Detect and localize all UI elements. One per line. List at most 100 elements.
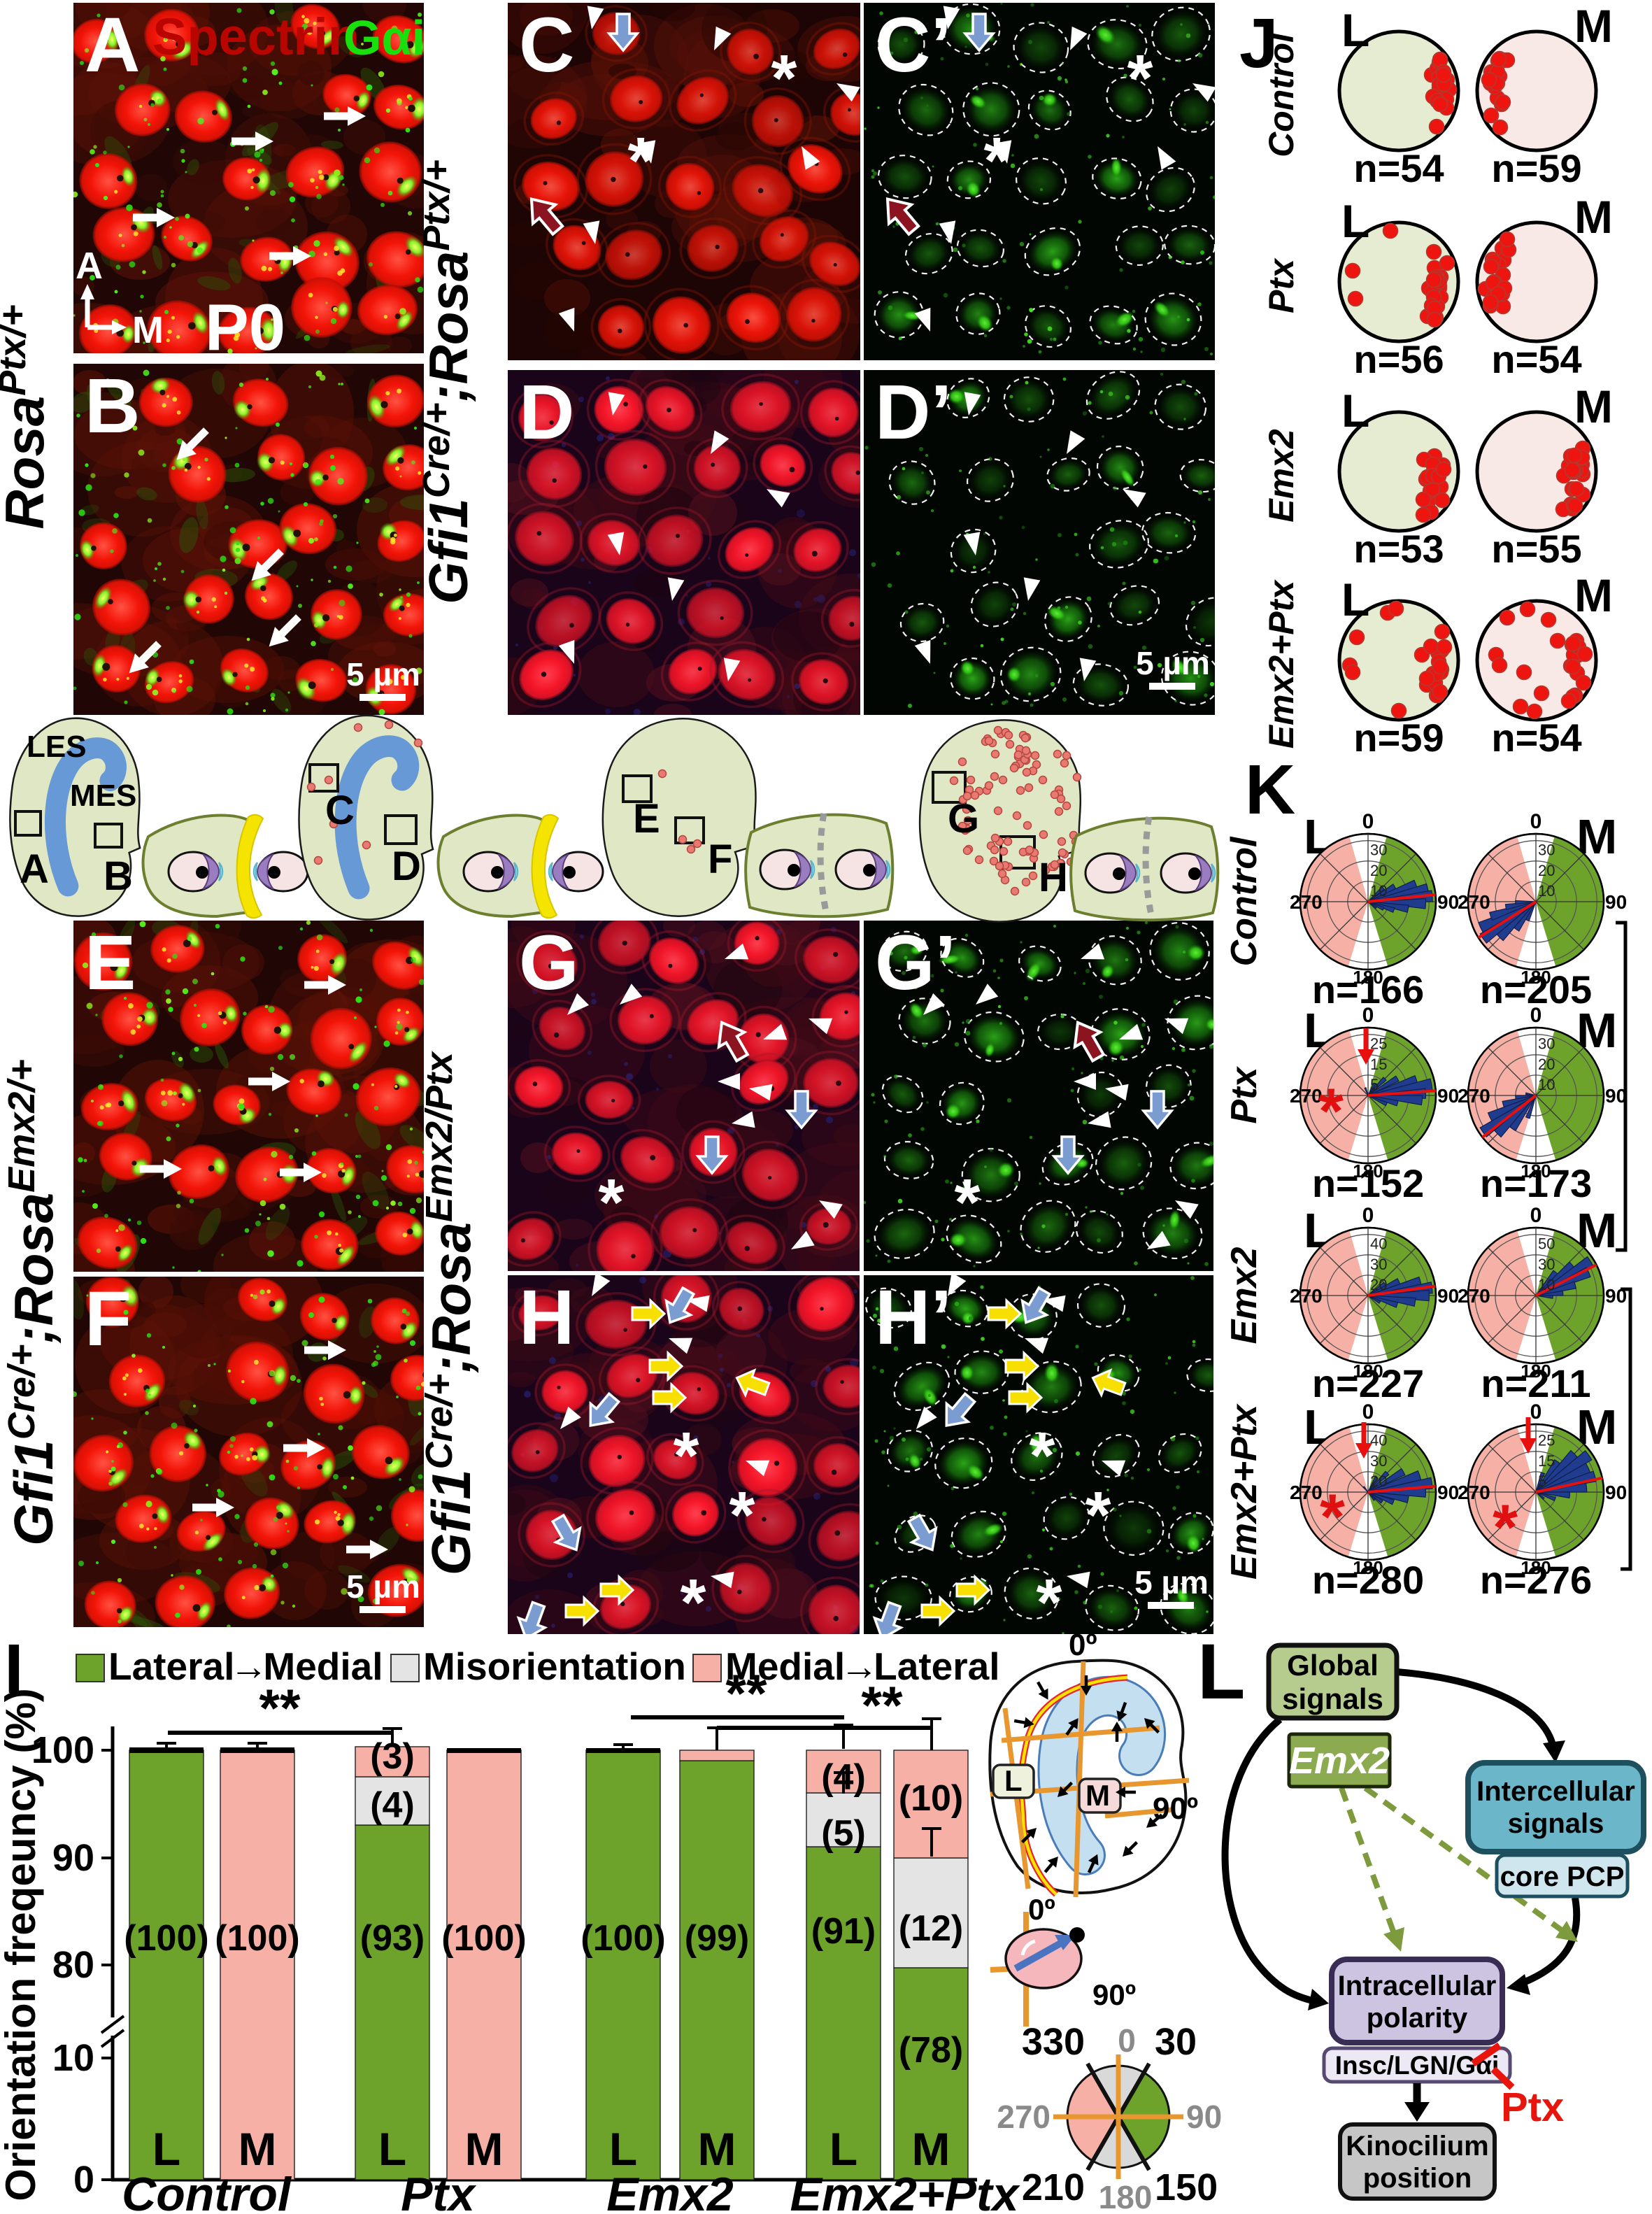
svg-text:40: 40 [1370,1235,1387,1253]
svg-text:**: ** [725,1664,767,1724]
svg-text:90: 90 [1186,2099,1222,2135]
svg-text:**: ** [861,1676,903,1736]
svg-text:Orientation freqeuncy (%): Orientation freqeuncy (%) [0,1688,44,2201]
svg-text:n=59: n=59 [1353,716,1444,760]
svg-text:Gfi1Cre/+​;RosaEmx2/Ptx​: Gfi1Cre/+​;RosaEmx2/Ptx​ [418,1051,482,1575]
svg-text:10: 10 [52,2037,94,2079]
svg-text:0: 0 [1530,1400,1542,1424]
svg-text:(78): (78) [899,2030,963,2071]
svg-text:C: C [325,788,355,833]
svg-text:n=53: n=53 [1353,527,1444,571]
svg-text:0: 0 [1118,2022,1136,2059]
svg-text:(4): (4) [370,1785,415,1826]
svg-text:10: 10 [1538,882,1555,900]
svg-text:15: 15 [1370,1056,1387,1073]
svg-text:D: D [519,369,574,455]
svg-text:270: 270 [1458,1285,1490,1307]
svg-text:50: 50 [1538,1235,1555,1253]
svg-text:L: L [1341,385,1369,437]
svg-text:RosaPtx/+​: RosaPtx/+​ [0,304,55,529]
svg-text:5: 5 [1538,1473,1546,1490]
svg-text:H’: H’ [875,1275,952,1361]
svg-text:180: 180 [1353,1557,1383,1578]
svg-text:Ptx: Ptx [401,2168,477,2214]
svg-text:F: F [708,837,732,882]
svg-text:Control: Control [122,2168,292,2214]
svg-text:I: I [4,1630,24,1708]
svg-text:L: L [1004,1764,1023,1797]
svg-text:90º: 90º [1153,1791,1198,1826]
svg-text:n=173: n=173 [1480,1161,1592,1205]
svg-text:M: M [698,2123,736,2175]
svg-text:Emx2: Emx2 [1289,1740,1390,1782]
svg-text:*: * [1085,1478,1111,1552]
svg-text:M: M [465,2123,504,2175]
svg-text:(91): (91) [811,1911,876,1952]
svg-text:100: 100 [31,1729,94,1771]
svg-text:M: M [1574,569,1613,621]
svg-text:E: E [85,920,136,1006]
svg-text:90: 90 [1437,891,1459,913]
svg-text:90: 90 [1437,1285,1459,1307]
svg-text:180: 180 [1521,967,1551,988]
svg-text:Lateral→Medial: Lateral→Medial [108,1645,383,1688]
svg-text:F: F [85,1276,131,1362]
svg-text:*: * [681,1566,706,1640]
svg-text:20: 20 [1370,862,1387,879]
svg-text:90º: 90º [1092,1978,1136,2011]
svg-text:270: 270 [997,2099,1051,2135]
svg-text:10: 10 [1538,1276,1555,1293]
svg-text:signals: signals [1282,1682,1383,1715]
svg-text:*: * [984,124,1010,198]
svg-text:B: B [85,363,140,449]
svg-text:Intracellular: Intracellular [1338,1971,1497,2001]
svg-text:D: D [392,844,421,889]
svg-text:180: 180 [1521,1557,1551,1578]
svg-text:n=205: n=205 [1480,967,1592,1012]
svg-text:*: * [628,124,654,198]
svg-text:20: 20 [1538,1056,1555,1073]
svg-text:n=59: n=59 [1491,146,1581,190]
svg-text:n=276: n=276 [1480,1558,1592,1602]
svg-text:5 µm: 5 µm [1136,645,1210,681]
svg-text:90: 90 [1605,1482,1627,1503]
svg-text:20: 20 [1538,862,1555,879]
svg-text:270: 270 [1458,1482,1490,1503]
svg-text:(12): (12) [899,1908,963,1949]
svg-text:E: E [633,796,660,842]
svg-text:L: L [1341,195,1369,247]
svg-text:M: M [132,309,164,351]
svg-text:Gfi1Cre/+​;RosaPtx/+​: Gfi1Cre/+​;RosaPtx/+​ [415,159,479,604]
svg-text:M: M [238,2123,277,2175]
svg-text:270: 270 [1290,1482,1323,1503]
svg-text:0º: 0º [1028,1893,1055,1926]
svg-text:Insc/LGN/Gαi: Insc/LGN/Gαi [1335,2051,1500,2080]
svg-text:0º: 0º [1069,1628,1097,1662]
svg-text:L: L [378,2123,406,2175]
svg-text:Medial→Lateral: Medial→Lateral [725,1645,1000,1688]
svg-text:C: C [519,2,574,88]
svg-text:*: * [674,1419,699,1493]
svg-text:M: M [1085,1779,1110,1812]
svg-text:M: M [1574,191,1613,243]
svg-text:40: 40 [1370,1432,1387,1449]
svg-text:L: L [1341,4,1369,56]
svg-text:30: 30 [1370,1452,1387,1470]
svg-text:5 µm: 5 µm [1134,1564,1209,1601]
svg-text:n=211: n=211 [1481,1361,1590,1405]
svg-text:L: L [152,2123,180,2175]
svg-text:5: 5 [1370,1076,1379,1093]
svg-text:M: M [912,2123,950,2175]
svg-text:Control: Control [1224,836,1265,966]
svg-text:G: G [519,920,579,1006]
svg-text:90: 90 [1437,1085,1459,1107]
svg-text:Emx2+Ptx: Emx2+Ptx [1262,579,1301,749]
svg-text:30: 30 [1538,842,1555,859]
svg-text:Gαi: Gαi [343,10,425,65]
svg-text:(100): (100) [124,1918,208,1959]
svg-text:*: * [599,1165,625,1240]
svg-text:0: 0 [1530,1204,1542,1227]
svg-text:180: 180 [1521,1361,1551,1382]
svg-text:Kinocilium: Kinocilium [1346,2131,1488,2162]
svg-text:*: * [1318,1076,1344,1147]
